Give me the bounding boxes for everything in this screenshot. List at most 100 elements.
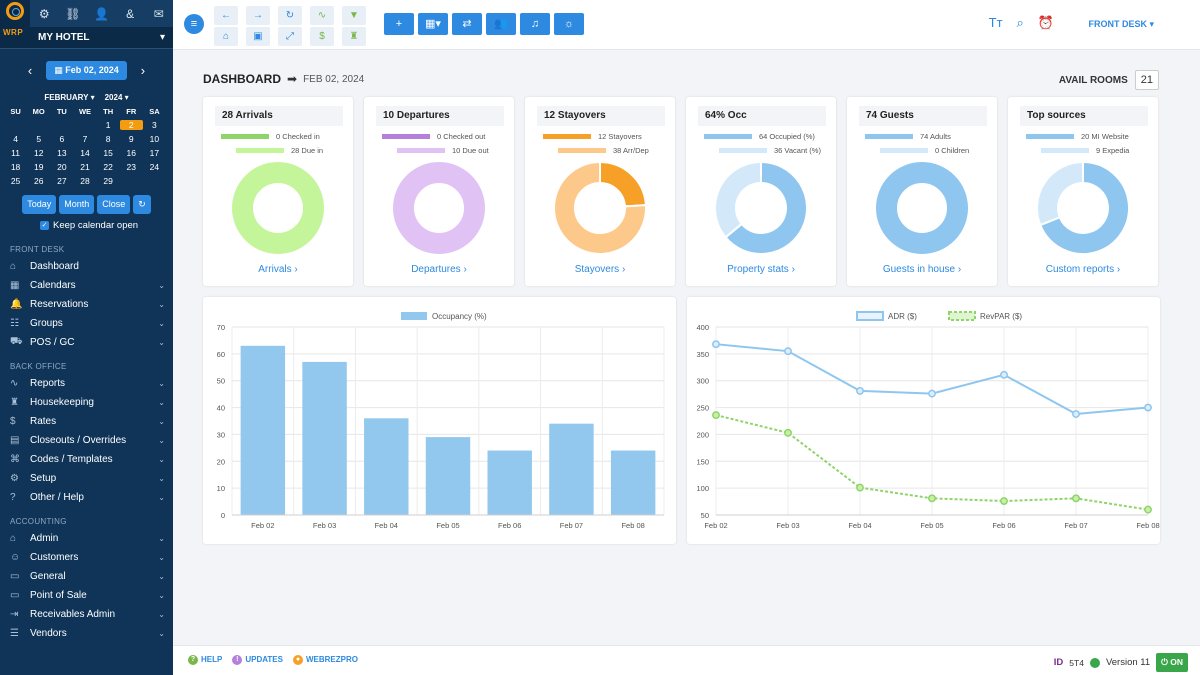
- card-link-stayovers[interactable]: Stayovers ›: [525, 264, 675, 275]
- ampersand-icon[interactable]: &: [126, 6, 135, 21]
- calendar-day[interactable]: 21: [80, 162, 90, 172]
- card-link-custom-reports[interactable]: Custom reports ›: [1008, 264, 1158, 275]
- add-user-icon[interactable]: 👤: [94, 6, 109, 21]
- data-point[interactable]: [712, 411, 720, 420]
- donut-slice[interactable]: [715, 162, 762, 239]
- donut-slice[interactable]: [554, 162, 646, 254]
- sidebar-item-rates[interactable]: $ Rates ⌄: [0, 412, 173, 431]
- search-icon[interactable]: ⌕: [1016, 15, 1024, 30]
- broom-icon[interactable]: ♜: [342, 27, 366, 46]
- checkbox-icon[interactable]: ✓: [40, 221, 49, 230]
- link-icon[interactable]: ⛓: [65, 6, 81, 21]
- calendar-day[interactable]: 6: [59, 134, 65, 144]
- bar[interactable]: [240, 345, 286, 515]
- data-point[interactable]: [712, 340, 720, 349]
- data-point[interactable]: [784, 428, 792, 437]
- calendar-dropdown-button[interactable]: ▦▾: [418, 13, 448, 35]
- current-date-button[interactable]: ▦ Feb 02, 2024: [46, 60, 127, 80]
- calendar-day[interactable]: 27: [57, 176, 67, 186]
- help-link[interactable]: ? HELP: [188, 655, 222, 665]
- calendar-day[interactable]: 28: [80, 176, 90, 186]
- calendar-day[interactable]: 26: [33, 176, 44, 186]
- sidebar-item-housekeeping[interactable]: ♜ Housekeeping ⌄: [0, 393, 173, 412]
- sidebar-item-closeouts-overrides[interactable]: ▤ Closeouts / Overrides ⌄: [0, 431, 173, 450]
- calendar-day[interactable]: 24: [149, 162, 160, 172]
- year-select[interactable]: 2024 ▾: [104, 93, 129, 102]
- calendar-day[interactable]: 13: [57, 148, 67, 158]
- swap-button[interactable]: ⇄: [452, 13, 482, 35]
- sidebar-item-calendars[interactable]: ▦ Calendars ⌄: [0, 276, 173, 295]
- calendar-day[interactable]: 8: [105, 134, 111, 144]
- refresh-icon[interactable]: ↻: [133, 195, 151, 214]
- data-point[interactable]: [928, 494, 936, 503]
- calendar-day[interactable]: 14: [80, 148, 90, 158]
- calendar-day[interactable]: 5: [36, 134, 42, 144]
- data-point[interactable]: [1072, 410, 1080, 418]
- donut-slice[interactable]: [724, 162, 807, 254]
- donut-slice[interactable]: [599, 162, 646, 208]
- bar[interactable]: [549, 423, 594, 515]
- brand-link[interactable]: ● WEBREZPRO: [292, 655, 358, 665]
- bar[interactable]: [364, 418, 409, 515]
- on-toggle-button[interactable]: ⏻ ON: [1156, 653, 1188, 672]
- front-desk-dropdown[interactable]: FRONT DESK ▾: [1088, 19, 1154, 29]
- sidebar-item-dashboard[interactable]: ⌂ Dashboard: [0, 257, 173, 276]
- card-link-arrivals[interactable]: Arrivals ›: [203, 264, 353, 275]
- font-size-icon[interactable]: Tт: [988, 15, 1003, 30]
- sidebar-item-vendors[interactable]: ☰ Vendors ⌄: [0, 624, 173, 643]
- donut-slice[interactable]: [393, 162, 485, 254]
- sidebar-item-general[interactable]: ▭ General ⌄: [0, 567, 173, 586]
- data-point[interactable]: [928, 389, 936, 398]
- calendar-day[interactable]: 1: [105, 120, 111, 130]
- bar[interactable]: [302, 361, 347, 515]
- calendar-day[interactable]: 2: [119, 120, 143, 130]
- hotel-selector[interactable]: MY HOTEL ▾: [0, 27, 173, 49]
- add-button[interactable]: +: [384, 13, 414, 35]
- app-logo[interactable]: WRP: [0, 0, 30, 37]
- data-point[interactable]: [856, 483, 864, 492]
- sidebar-item-receivables-admin[interactable]: ⇥ Receivables Admin ⌄: [0, 605, 173, 624]
- sidebar-item-other-help[interactable]: ? Other / Help ⌄: [0, 488, 173, 507]
- data-point[interactable]: [1000, 497, 1008, 505]
- calendar-day[interactable]: 29: [103, 176, 113, 186]
- music-button[interactable]: ♫: [520, 13, 550, 35]
- settings-icon[interactable]: ⚙: [38, 6, 50, 21]
- data-point[interactable]: [1072, 494, 1080, 503]
- month-button[interactable]: Month: [59, 195, 95, 214]
- card-link-departures[interactable]: Departures ›: [364, 264, 514, 275]
- data-point[interactable]: [784, 347, 792, 356]
- copy-icon[interactable]: ▣: [246, 27, 270, 46]
- updates-link[interactable]: ! UPDATES: [232, 655, 283, 665]
- calendar-day[interactable]: 9: [128, 134, 134, 144]
- sun-button[interactable]: ☼: [554, 13, 584, 35]
- refresh-icon[interactable]: ↻: [278, 6, 302, 25]
- keep-calendar-open[interactable]: ✓ Keep calendar open: [0, 220, 173, 231]
- sidebar-item-customers[interactable]: ☺ Customers ⌄: [0, 548, 173, 567]
- bar[interactable]: [610, 450, 656, 515]
- close-button[interactable]: Close: [97, 195, 131, 214]
- calendar-day[interactable]: 7: [82, 134, 88, 144]
- calendar-day[interactable]: 25: [10, 176, 21, 186]
- sidebar-item-reports[interactable]: ∿ Reports ⌄: [0, 374, 173, 393]
- month-select[interactable]: FEBRUARY ▾: [44, 93, 95, 102]
- menu-toggle-button[interactable]: ≡: [184, 14, 204, 34]
- data-point[interactable]: [1000, 370, 1008, 379]
- calendar-day[interactable]: 16: [126, 148, 136, 158]
- bar[interactable]: [487, 450, 532, 515]
- sidebar-item-reservations[interactable]: 🔔 Reservations ⌄: [0, 295, 173, 314]
- calendar-day[interactable]: 4: [13, 134, 18, 144]
- today-button[interactable]: Today: [22, 195, 57, 214]
- donut-slice[interactable]: [876, 162, 968, 254]
- guest-button[interactable]: 👥: [486, 13, 516, 35]
- donut-slice[interactable]: [1037, 162, 1084, 227]
- home-icon[interactable]: ⌂: [214, 27, 238, 46]
- calendar-day[interactable]: 17: [149, 148, 160, 158]
- prev-day-icon[interactable]: ‹: [27, 62, 33, 78]
- data-point[interactable]: [1144, 505, 1152, 514]
- card-link-property-stats[interactable]: Property stats ›: [686, 264, 836, 275]
- filter-icon[interactable]: ▼: [342, 6, 366, 25]
- calendar-day[interactable]: 12: [33, 148, 44, 158]
- sidebar-item-groups[interactable]: ☷ Groups ⌄: [0, 314, 173, 333]
- sidebar-item-codes-templates[interactable]: ⌘ Codes / Templates ⌄: [0, 450, 173, 469]
- calendar-day[interactable]: 23: [126, 162, 136, 172]
